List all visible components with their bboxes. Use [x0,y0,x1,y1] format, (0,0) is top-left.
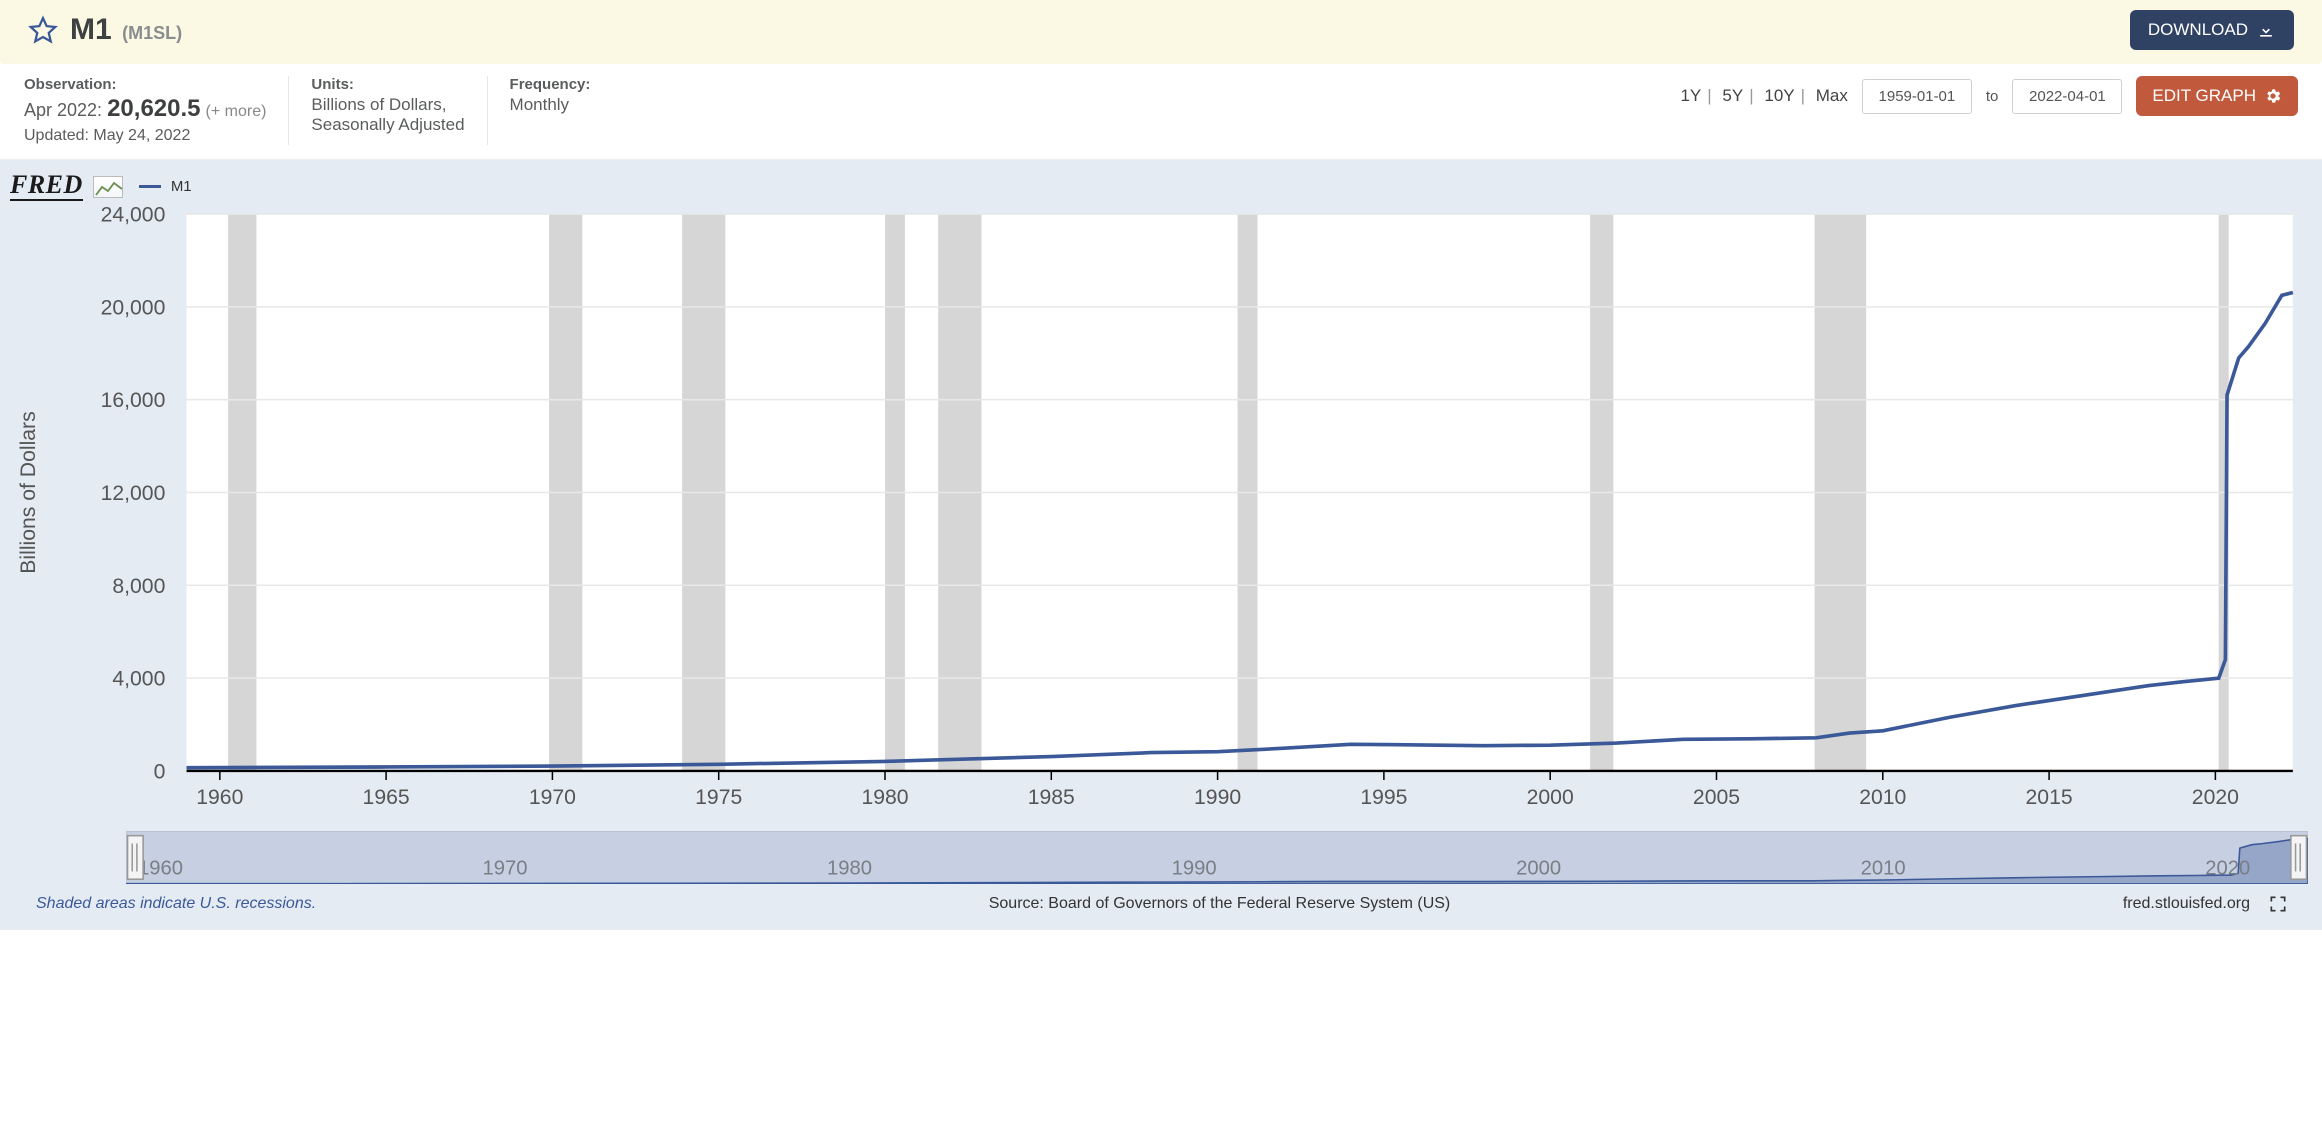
svg-text:2010: 2010 [1859,786,1906,809]
date-to-input[interactable] [2012,79,2122,114]
frequency-block: Frequency: Monthly [488,76,613,145]
frequency-value: Monthly [510,95,591,115]
navigator-svg: 1960 1970 1980 1990 2000 2010 2020 [126,831,2308,884]
svg-text:24,000: 24,000 [101,205,166,227]
svg-text:2020: 2020 [2205,858,2250,880]
frequency-label: Frequency: [510,76,591,93]
download-button[interactable]: DOWNLOAD [2130,10,2294,50]
svg-text:2020: 2020 [2192,786,2239,809]
range-links: 1Y| 5Y| 10Y| Max [1680,86,1847,106]
edit-graph-label: EDIT GRAPH [2152,86,2256,106]
svg-text:1990: 1990 [1194,786,1241,809]
edit-graph-button[interactable]: EDIT GRAPH [2136,76,2298,116]
svg-text:8,000: 8,000 [112,575,165,598]
observation-updated: Updated: May 24, 2022 [24,127,266,145]
svg-text:1990: 1990 [1172,858,1217,880]
svg-text:1970: 1970 [483,858,528,880]
chart-header: FRED M1 [8,170,2308,205]
date-to-label: to [1986,88,1999,105]
chart-source-url: fred.stlouisfed.org [2123,895,2250,913]
title-left: M1 (M1SL) [28,13,182,47]
svg-text:1965: 1965 [363,786,410,809]
svg-text:1995: 1995 [1360,786,1407,809]
date-from-input[interactable] [1862,79,1972,114]
info-bar: Observation: Apr 2022: 20,620.5 (+ more)… [0,64,2322,160]
svg-text:2000: 2000 [1516,858,1561,880]
svg-text:1960: 1960 [138,858,183,880]
info-right: 1Y| 5Y| 10Y| Max to EDIT GRAPH [1680,76,2298,116]
svg-text:16,000: 16,000 [101,389,166,412]
svg-text:0: 0 [154,760,166,783]
svg-text:1980: 1980 [827,858,872,880]
range-1y[interactable]: 1Y [1680,86,1701,105]
legend-series-label: M1 [171,178,192,195]
chart-source: Source: Board of Governors of the Federa… [316,895,2123,913]
observation-label: Observation: [24,76,266,93]
svg-text:1985: 1985 [1028,786,1075,809]
title-bar: M1 (M1SL) DOWNLOAD [0,0,2322,64]
chart-navigator[interactable]: 1960 1970 1980 1990 2000 2010 2020 [8,825,2308,884]
units-label: Units: [311,76,464,93]
svg-text:1980: 1980 [861,786,908,809]
range-max[interactable]: Max [1816,86,1848,105]
svg-text:Billions of Dollars: Billions of Dollars [17,411,40,573]
svg-text:20,000: 20,000 [101,296,166,319]
svg-text:2000: 2000 [1527,786,1574,809]
range-5y[interactable]: 5Y [1722,86,1743,105]
favorite-star-icon[interactable] [28,15,58,45]
chart-plot[interactable]: 0 4,000 8,000 12,000 16,000 20,000 24,000 1960 1… [8,205,2308,825]
observation-more-link[interactable]: (+ more) [206,103,267,120]
download-icon [2256,20,2276,40]
observation-line: Apr 2022: 20,620.5 (+ more) [24,95,266,123]
observation-date: Apr 2022: [24,100,102,120]
fred-logo-icon [93,176,123,198]
page-title: M1 (M1SL) [70,13,182,47]
fred-logo: FRED [10,172,83,201]
svg-text:1975: 1975 [695,786,742,809]
series-code: (M1SL) [122,23,182,43]
chart-area: FRED M1 0 4,000 8,000 12,000 16,000 20,000 24,… [0,160,2322,930]
svg-text:4,000: 4,000 [112,668,165,691]
svg-text:1960: 1960 [196,786,243,809]
fullscreen-icon[interactable] [2268,894,2288,914]
observation-value: 20,620.5 [107,95,200,122]
range-10y[interactable]: 10Y [1764,86,1794,105]
gear-icon [2264,87,2282,105]
svg-text:2010: 2010 [1861,858,1906,880]
svg-text:12,000: 12,000 [101,482,166,505]
units-line1: Billions of Dollars, [311,95,464,115]
chart-footer: Shaded areas indicate U.S. recessions. S… [8,884,2308,920]
recession-footnote: Shaded areas indicate U.S. recessions. [36,895,316,913]
units-block: Units: Billions of Dollars, Seasonally A… [289,76,487,145]
observation-block: Observation: Apr 2022: 20,620.5 (+ more)… [24,76,289,145]
svg-text:2015: 2015 [2026,786,2073,809]
series-name: M1 [70,13,112,46]
svg-text:1970: 1970 [529,786,576,809]
info-left: Observation: Apr 2022: 20,620.5 (+ more)… [24,76,612,145]
legend-line-swatch [139,185,161,188]
svg-text:2005: 2005 [1693,786,1740,809]
download-button-label: DOWNLOAD [2148,20,2248,40]
chart-svg: 0 4,000 8,000 12,000 16,000 20,000 24,000 1960 1… [8,205,2308,825]
units-line2: Seasonally Adjusted [311,115,464,135]
